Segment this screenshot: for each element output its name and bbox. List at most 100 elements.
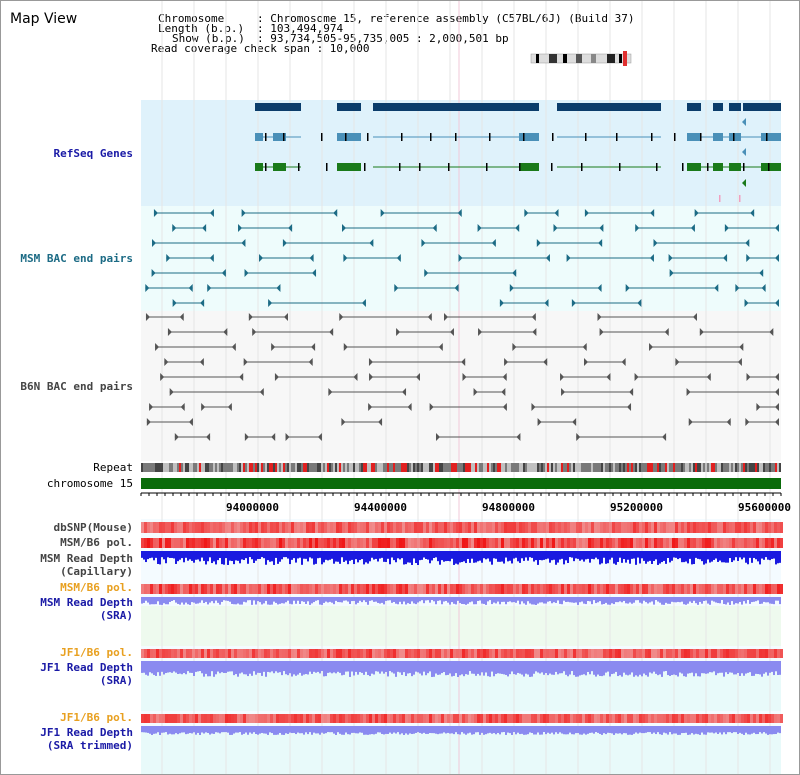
refseq-transcript-blue-exon-tick: [651, 133, 653, 141]
msm-capillary-depth-bar: [563, 551, 565, 565]
msm-pol-cell: [210, 584, 213, 594]
jf1-pol-cell: [486, 649, 489, 658]
jf1-depth-bar: [143, 661, 145, 673]
jf1-trimmed-depth-bar: [721, 726, 723, 735]
msm-sra-depth-bar: [583, 597, 585, 604]
jf1-depth-bar: [677, 661, 679, 677]
jf1-depth-bar: [341, 661, 343, 676]
jf1-pol-cell: [393, 714, 396, 723]
msm-pol-cell: [726, 538, 729, 548]
msm-sra-depth-bar: [303, 597, 305, 602]
msm-pol-cell: [732, 538, 735, 548]
msm-sra-depth-bar: [513, 597, 515, 603]
jf1-pol-cell: [618, 714, 621, 723]
dbsnp-cell: [387, 522, 390, 533]
msm-sra-depth-bar: [771, 597, 773, 604]
msm-capillary-depth-bar: [487, 551, 489, 559]
jf1-depth-bar: [521, 661, 523, 675]
repeat-element: [627, 463, 629, 472]
repeat-element: [595, 463, 597, 472]
jf1-trimmed-depth-bar: [447, 726, 449, 733]
msm-sra-depth-bar: [473, 597, 475, 605]
jf1-trimmed-depth-bar: [535, 726, 537, 735]
jf1-trimmed-depth-bar: [519, 726, 521, 735]
repeat-element: [349, 463, 351, 472]
jf1-depth-bar: [529, 661, 531, 677]
jf1-depth-bar: [319, 661, 321, 674]
msm-bac-end-marker: [309, 254, 314, 262]
refseq-transcript-blue-exon-tick: [367, 133, 369, 141]
b6n-bac-end-marker: [317, 433, 322, 441]
jf1-pol-cell: [312, 649, 315, 658]
repeat-element: [427, 463, 429, 472]
msm-pol-cell: [183, 584, 186, 594]
jf1-pol-cell: [486, 714, 489, 723]
jf1-pol-cell: [417, 649, 420, 658]
jf1-pol-cell: [438, 649, 441, 658]
msm-capillary-depth-bar: [205, 551, 207, 565]
jf1-pol-cell: [588, 649, 591, 658]
jf1-trimmed-depth-bar: [707, 726, 709, 733]
msm-pol-cell: [765, 584, 768, 594]
label-msm-depth-sra-2: (SRA): [99, 609, 133, 622]
msm-capillary-depth-bar: [703, 551, 705, 565]
dbsnp-cell: [768, 522, 771, 533]
jf1-pol-cell: [195, 714, 198, 723]
jf1-depth-bar: [409, 661, 411, 674]
repeat-element: [451, 463, 453, 472]
repeat-element: [621, 463, 623, 472]
jf1-pol-cell: [384, 649, 387, 658]
msm-pol-cell: [513, 584, 516, 594]
msm-sra-depth-bar: [323, 597, 325, 603]
msm-capillary-depth-bar: [537, 551, 539, 565]
repeat-element: [159, 463, 161, 472]
msm-pol-cell: [387, 538, 390, 548]
msm-bac-end-marker: [744, 299, 749, 307]
jf1-trimmed-depth-bar: [475, 726, 477, 733]
jf1-pol-cell: [354, 649, 357, 658]
msm-capillary-depth-bar: [533, 551, 535, 562]
repeat-element: [459, 463, 461, 472]
jf1-depth-bar: [609, 661, 611, 677]
jf1-pol-cell: [747, 649, 750, 658]
jf1-trimmed-depth-bar: [667, 726, 669, 735]
jf1-depth-bar: [361, 661, 363, 673]
msm-capillary-depth-bar: [761, 551, 763, 559]
jf1-pol-cell: [474, 714, 477, 723]
jf1-trimmed-depth-bar: [653, 726, 655, 733]
msm-capillary-depth-bar: [729, 551, 731, 559]
msm-pol-cell: [528, 584, 531, 594]
msm-pol-cell: [336, 584, 339, 594]
msm-pol-cell: [465, 584, 468, 594]
msm-pol-cell: [570, 584, 573, 594]
header-show-key: Show (b.p.): [172, 32, 245, 45]
jf1-pol-cell: [759, 714, 762, 723]
repeat-element: [495, 463, 497, 472]
msm-pol-cell: [534, 584, 537, 594]
jf1-pol-cell: [681, 714, 684, 723]
msm-pol-cell: [609, 538, 612, 548]
msm-sra-depth-bar: [491, 597, 493, 605]
jf1-depth-bar: [525, 661, 527, 674]
repeat-element: [251, 463, 253, 472]
jf1-pol-cell: [288, 649, 291, 658]
jf1-pol-cell: [723, 649, 726, 658]
jf1-trimmed-depth-bar: [679, 726, 681, 735]
jf1-trimmed-depth-bar: [399, 726, 401, 735]
msm-capillary-depth-bar: [305, 551, 307, 559]
jf1-depth-bar: [151, 661, 153, 674]
msm-sra-depth-bar: [453, 597, 455, 604]
refseq-transcript-green-exon-tick: [768, 163, 770, 171]
repeat-element: [227, 463, 229, 472]
jf1-depth-bar: [443, 661, 445, 673]
repeat-element: [593, 463, 595, 472]
jf1-depth-bar: [729, 661, 731, 673]
msm-capillary-depth-bar: [451, 551, 453, 559]
dbsnp-cell: [420, 522, 423, 533]
jf1-pol-cell: [639, 649, 642, 658]
msm-sra-depth-bar: [181, 597, 183, 603]
msm-bac-end-marker: [188, 284, 193, 292]
msm-pol-cell: [366, 538, 369, 548]
jf1-trimmed-depth-bar: [343, 726, 345, 735]
